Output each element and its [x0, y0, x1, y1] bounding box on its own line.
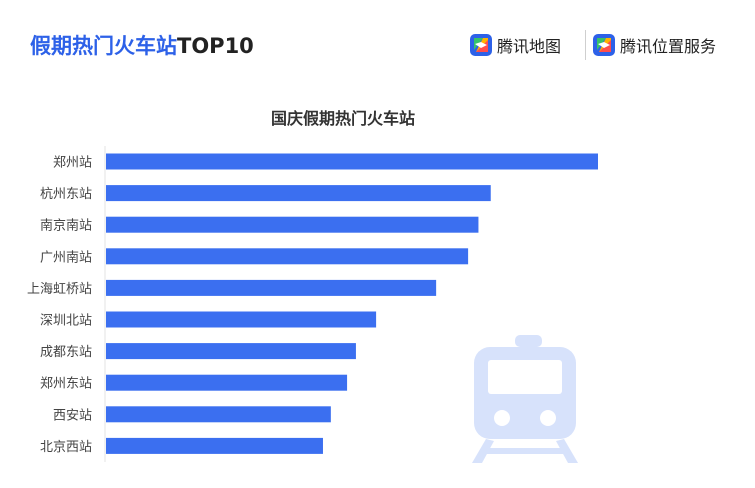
category-label: 西安站 — [53, 408, 92, 423]
brand-name-tencent-location-service: 腾讯位置服务 — [620, 37, 717, 56]
bar-7 — [106, 343, 356, 360]
bar-4 — [106, 248, 469, 265]
category-label: 北京西站 — [40, 440, 92, 455]
brand-name-tencent-map: 腾讯地图 — [497, 37, 562, 56]
bar-6 — [106, 311, 377, 328]
page-title-suffix: TOP10 — [177, 34, 254, 58]
brand-divider — [585, 30, 586, 60]
train-icon — [472, 335, 578, 463]
bars-group — [106, 153, 598, 454]
bar-5 — [106, 279, 437, 296]
category-label: 郑州站 — [53, 156, 92, 171]
chart-title: 国庆假期热门火车站 — [271, 109, 415, 128]
category-label: 郑州东站 — [40, 377, 92, 392]
page-title: 假期热门火车站TOP10 — [30, 30, 254, 60]
brand-tencent-location-service: 腾讯位置服务 — [593, 33, 716, 57]
tencent-map-logo-icon — [470, 34, 492, 56]
page-title-highlight: 假期热门火车站 — [30, 34, 177, 58]
category-label: 南京南站 — [40, 218, 92, 234]
category-label: 广州南站 — [40, 249, 92, 265]
bar-9 — [106, 406, 331, 423]
category-label: 上海虹桥站 — [27, 282, 92, 297]
brand-tencent-map: 腾讯地图 — [470, 33, 561, 57]
category-label: 杭州东站 — [40, 187, 92, 202]
bar-3 — [106, 216, 479, 233]
tencent-location-service-logo-icon — [593, 34, 615, 56]
bar-2 — [106, 185, 491, 202]
bar-10 — [106, 437, 323, 454]
bar-1 — [106, 153, 598, 170]
bar-8 — [106, 374, 348, 391]
category-label: 成都东站 — [40, 345, 92, 360]
category-label: 深圳北站 — [40, 314, 92, 329]
